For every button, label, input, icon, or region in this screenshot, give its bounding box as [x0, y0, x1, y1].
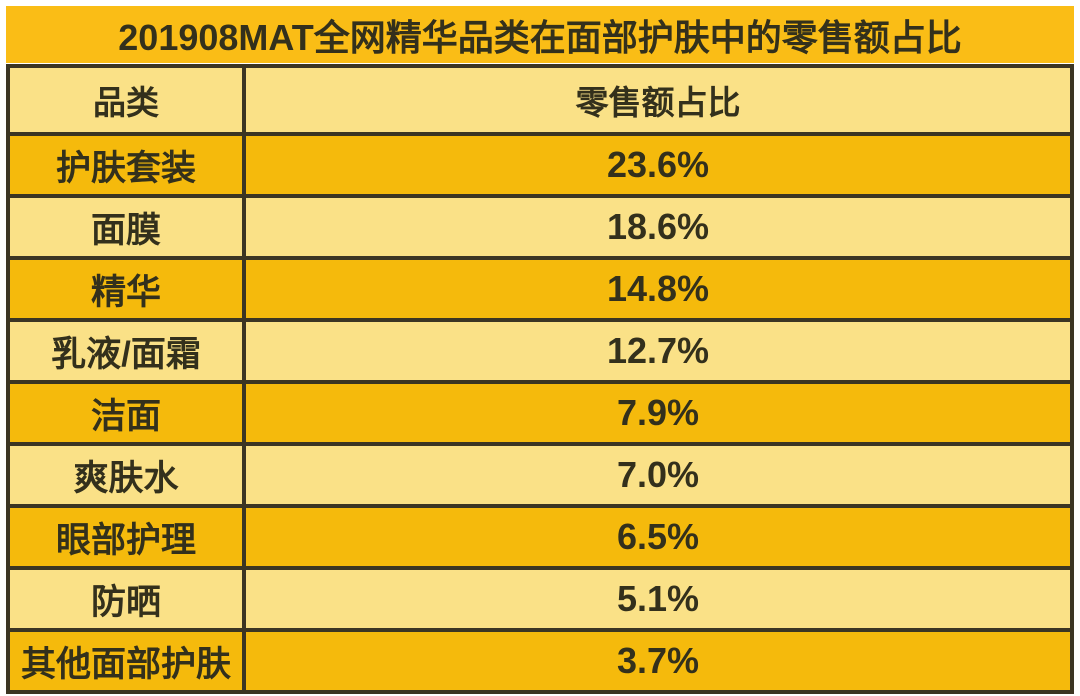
table-row: 护肤套装 23.6%: [6, 132, 1074, 198]
category-cell: 眼部护理: [6, 504, 246, 570]
share-cell: 7.0%: [242, 442, 1074, 508]
table-row: 面膜 18.6%: [6, 194, 1074, 260]
table-row: 爽肤水 7.0%: [6, 442, 1074, 508]
category-cell: 洁面: [6, 380, 246, 446]
category-cell: 防晒: [6, 566, 246, 632]
share-column-header: 零售额占比: [242, 64, 1074, 136]
share-cell: 23.6%: [242, 132, 1074, 198]
share-cell: 3.7%: [242, 628, 1074, 694]
category-cell: 精华: [6, 256, 246, 322]
share-cell: 14.8%: [242, 256, 1074, 322]
title-bar: 201908MAT全网精华品类在面部护肤中的零售额占比: [6, 6, 1074, 63]
share-cell: 7.9%: [242, 380, 1074, 446]
retail-share-table: 品类 零售额占比 护肤套装 23.6% 面膜 18.6% 精华 14.8% 乳液…: [6, 64, 1074, 694]
category-cell: 其他面部护肤: [6, 628, 246, 694]
category-cell: 爽肤水: [6, 442, 246, 508]
table-header-row: 品类 零售额占比: [6, 64, 1074, 136]
share-cell: 5.1%: [242, 566, 1074, 632]
table-row: 其他面部护肤 3.7%: [6, 628, 1074, 694]
table-row: 精华 14.8%: [6, 256, 1074, 322]
share-cell: 18.6%: [242, 194, 1074, 260]
table-row: 乳液/面霜 12.7%: [6, 318, 1074, 384]
page-title: 201908MAT全网精华品类在面部护肤中的零售额占比: [118, 16, 962, 58]
share-cell: 6.5%: [242, 504, 1074, 570]
category-column-header: 品类: [6, 64, 246, 136]
category-cell: 面膜: [6, 194, 246, 260]
table-row: 防晒 5.1%: [6, 566, 1074, 632]
category-cell: 乳液/面霜: [6, 318, 246, 384]
table-row: 眼部护理 6.5%: [6, 504, 1074, 570]
share-cell: 12.7%: [242, 318, 1074, 384]
category-cell: 护肤套装: [6, 132, 246, 198]
table-row: 洁面 7.9%: [6, 380, 1074, 446]
